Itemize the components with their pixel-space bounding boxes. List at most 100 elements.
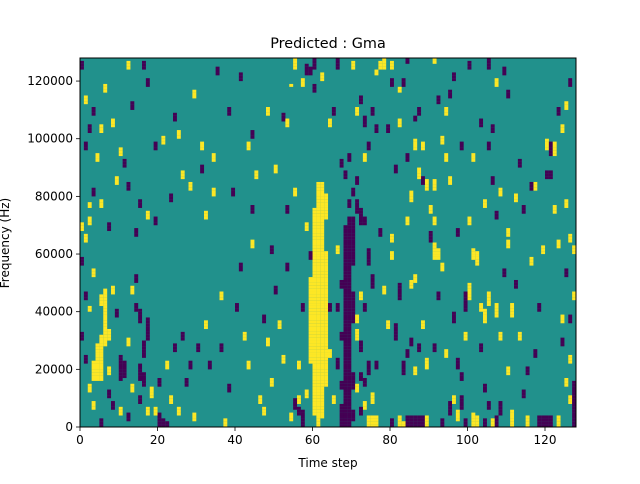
heatmap-cell [440,138,445,142]
heatmap-cell [320,372,325,376]
heatmap-cell [316,193,321,197]
heatmap-cell [118,377,123,381]
heatmap-cell [269,380,274,384]
heatmap-cell [490,181,495,185]
heatmap-cell [514,285,518,289]
heatmap-cell [471,421,476,425]
heatmap-cell [304,389,309,393]
heatmap-cell [506,242,511,246]
heatmap-cell [312,207,317,211]
heatmap-cell [359,291,363,295]
heatmap-cell [355,112,360,116]
heatmap-cell [308,352,313,355]
heatmap-cell [347,424,352,428]
heatmap-cell [343,245,348,249]
heatmap-cell [347,305,352,309]
heatmap-cell [335,66,340,70]
heatmap-cell [463,337,468,341]
heatmap-cell [552,207,557,211]
heatmap-cell [300,308,305,312]
heatmap-cell [421,415,425,419]
heatmap-cell [359,349,363,353]
heatmap-cell [328,354,332,358]
heatmap-cell [297,406,301,410]
heatmap-cell [207,363,212,367]
heatmap-cell [173,112,177,116]
heatmap-cell [300,424,305,428]
heatmap-cell [510,424,515,428]
y-tick-label: 80000 [35,189,73,203]
heatmap-cell [452,72,456,76]
heatmap-cell [285,210,290,214]
heatmap-cell [556,424,561,428]
heatmap-cell [211,193,216,197]
heatmap-cell [277,323,282,327]
heatmap-cell [149,389,154,393]
heatmap-cell [409,337,414,341]
heatmap-cell [343,300,348,304]
heatmap-cell [308,254,313,257]
heatmap-cell [308,279,313,283]
heatmap-cell [556,107,561,110]
heatmap-cell [351,291,356,295]
heatmap-cell [312,383,317,387]
heatmap-cell [138,377,143,381]
heatmap-cell [250,210,255,214]
heatmap-cell [560,337,565,341]
heatmap-cell [347,228,352,232]
heatmap-cell [103,288,108,292]
heatmap-cell [281,118,286,122]
heatmap-cell [118,406,123,410]
heatmap-cell [432,251,437,255]
heatmap-cell [347,331,352,335]
heatmap-cell [347,354,352,358]
heatmap-cell [428,233,433,237]
heatmap-cell [370,112,375,116]
heatmap-cell [138,369,143,373]
heatmap-cell [355,176,360,180]
heatmap-cell [308,297,313,301]
heatmap-cell [564,271,569,275]
heatmap-cell [308,66,313,70]
heatmap-cell [80,63,84,67]
heatmap-cell [417,176,422,180]
heatmap-cell [366,372,371,376]
heatmap-cell [359,412,363,416]
heatmap-cell [324,311,329,315]
heatmap-cell [370,401,375,404]
heatmap-cell [440,424,445,428]
heatmap-cell [293,401,298,404]
heatmap-cell [99,303,104,306]
heatmap-cell [347,363,352,367]
heatmap-cell [343,386,348,390]
heatmap-cell [471,412,476,416]
heatmap-cell [157,383,162,387]
heatmap-cell [409,196,414,200]
heatmap-cell [316,320,321,324]
heatmap-cell [362,406,367,410]
heatmap-cell [149,386,154,390]
heatmap-cell [320,75,325,79]
heatmap-cells [80,58,577,428]
heatmap-cell [138,366,143,370]
heatmap-cell [351,409,356,413]
heatmap-cell [324,251,329,255]
heatmap-cell [463,421,468,425]
heatmap-cell [145,81,150,84]
heatmap-cell [312,372,317,376]
heatmap-cell [138,314,143,318]
heatmap-cell [308,305,313,309]
heatmap-cell [324,328,329,332]
heatmap-cell [324,372,329,376]
heatmap-cell [312,352,317,355]
heatmap-cell [316,340,321,344]
heatmap-cell [467,219,472,223]
heatmap-cell [432,179,437,183]
heatmap-cell [545,421,549,425]
heatmap-cell [347,415,352,419]
heatmap-cell [548,176,553,180]
heatmap-cell [347,277,352,281]
heatmap-cell [335,248,340,252]
heatmap-cell [424,363,429,367]
heatmap-cell [312,401,317,404]
